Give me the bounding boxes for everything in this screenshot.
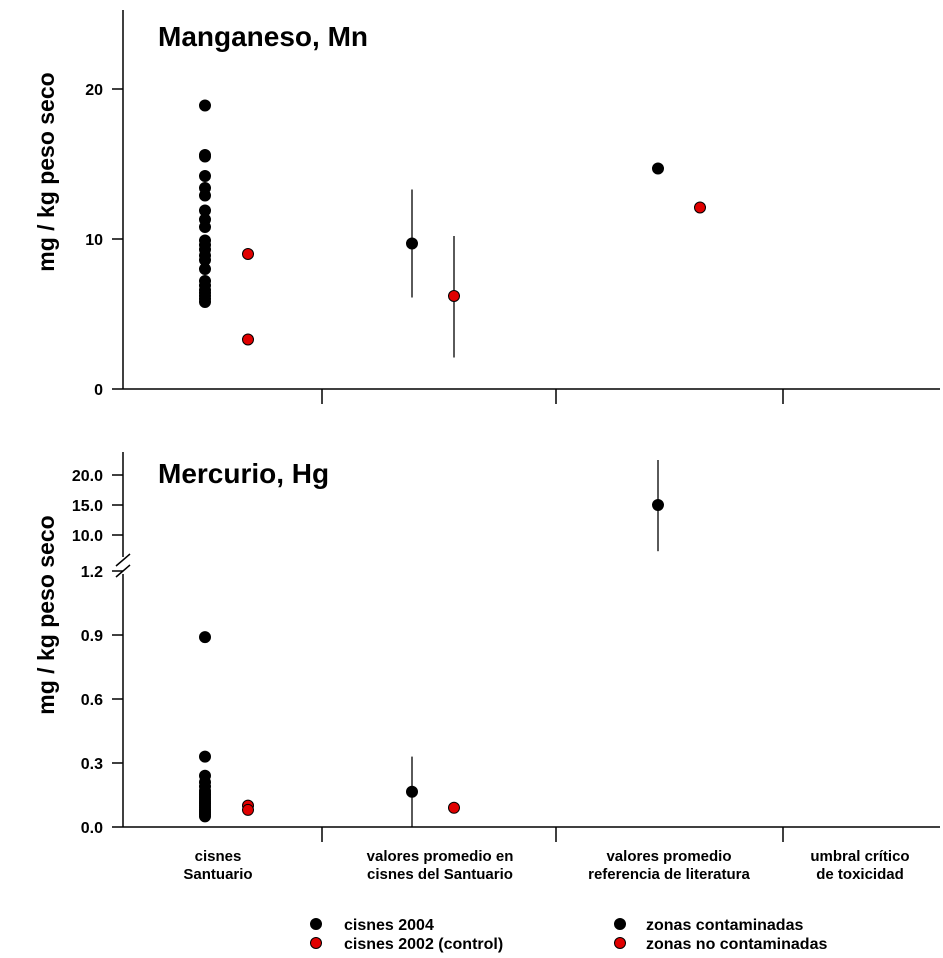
mn-y-ticks: 0 10 20	[85, 82, 123, 399]
category-labels: cisnes Santuario valores promedio en cis…	[183, 848, 909, 883]
hg-y-axis-label: mg / kg peso seco	[33, 515, 59, 714]
legend: cisnes 2004 cisnes 2002 (control) zonas …	[310, 917, 827, 953]
hg-y-tick-label: 0.0	[81, 820, 103, 837]
mn-y-tick-label: 20	[85, 82, 103, 99]
mn-point-cisnes-2004	[199, 296, 211, 308]
hg-point-cisnes-2004	[199, 750, 211, 763]
hg-chart-title: Mercurio, Hg	[158, 458, 329, 489]
mn-y-tick-label: 10	[85, 232, 103, 249]
hg-y-tick-label-upper: 15.0	[72, 498, 103, 515]
mn-y-axis-label: mg / kg peso seco	[33, 72, 59, 271]
category-label: umbral crítico	[810, 848, 909, 865]
mn-point-cisnes-2004	[199, 170, 211, 182]
mn-point-cisnes-2004	[199, 99, 211, 112]
hg-point-cisnes-2004	[199, 631, 211, 644]
legend-label-cisnes-2002: cisnes 2002 (control)	[344, 936, 503, 953]
legend-label-cisnes-2004: cisnes 2004	[344, 917, 434, 934]
mn-point-cisnes-2002	[448, 290, 460, 302]
panel-manganeso: 0 10 20 Manganeso, Mn mg / kg peso seco	[33, 10, 940, 404]
mn-point-cisnes-2002	[242, 248, 254, 260]
legend-marker-zonas-contaminadas	[614, 918, 626, 930]
hg-y-tick-label-upper: 20.0	[72, 468, 103, 485]
hg-point-cisnes-2002	[242, 803, 254, 816]
panel-mercurio: 0.0 0.3 0.6 0.9 1.2 10.0 15.0 20.0 Mercurio, Hg…	[33, 452, 940, 842]
hg-y-tick-label: 1.2	[81, 564, 103, 581]
hg-point-cisnes-2004	[199, 810, 211, 823]
mn-point-cisnes-2002	[242, 333, 254, 346]
mn-point-cisnes-2004	[199, 189, 211, 202]
hg-axis-break-mark	[115, 553, 131, 567]
mn-point-cisnes-2004	[199, 221, 211, 233]
hg-y-ticks: 0.0 0.3 0.6 0.9 1.2 10.0 15.0 20.0	[72, 468, 123, 837]
category-label: valores promedio	[606, 848, 731, 865]
category-label: cisnes del Santuario	[367, 866, 513, 883]
mn-point-cisnes-2004	[406, 237, 418, 250]
legend-marker-cisnes-2004	[310, 918, 322, 930]
hg-y-tick-label: 0.9	[81, 628, 103, 645]
hg-point-cisnes-2002	[448, 801, 460, 814]
mn-point-cisnes-2002	[694, 201, 706, 214]
legend-label-zonas-contaminadas: zonas contaminadas	[646, 917, 803, 934]
mn-point-cisnes-2004	[199, 150, 211, 163]
mn-point-cisnes-2004	[199, 263, 211, 275]
mn-marks	[199, 99, 706, 358]
category-label: Santuario	[183, 866, 252, 883]
hg-y-tick-label: 0.3	[81, 756, 103, 773]
legend-label-zonas-no-contaminadas: zonas no contaminadas	[646, 936, 827, 953]
category-label: cisnes	[195, 848, 242, 865]
legend-marker-cisnes-2002	[310, 937, 322, 949]
mn-point-cisnes-2004	[652, 162, 664, 175]
mn-chart-title: Manganeso, Mn	[158, 21, 368, 52]
hg-marks	[199, 460, 664, 827]
legend-marker-zonas-no-contaminadas	[614, 937, 626, 949]
category-label: referencia de literatura	[588, 866, 750, 883]
hg-point-cisnes-2004	[406, 785, 418, 798]
hg-y-tick-label-upper: 10.0	[72, 528, 103, 545]
hg-y-tick-label: 0.6	[81, 692, 103, 709]
hg-point-cisnes-2004	[652, 499, 664, 511]
mn-y-tick-label: 0	[94, 382, 103, 399]
category-label: valores promedio en	[367, 848, 514, 865]
category-label: de toxicidad	[816, 866, 904, 883]
